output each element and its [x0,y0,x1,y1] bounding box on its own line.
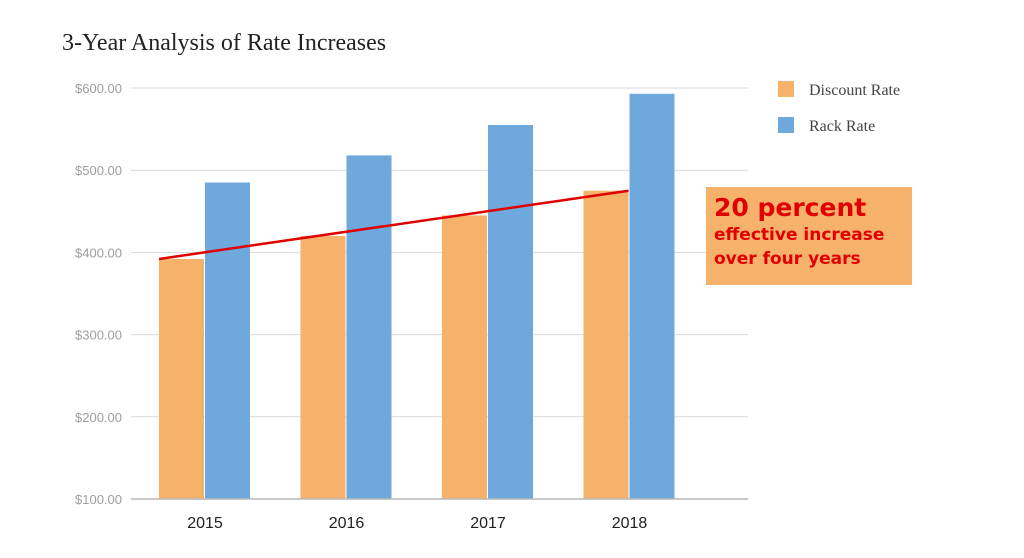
y-tick-label: $400.00 [75,245,122,260]
annotation-body-line-1: effective increase [714,225,885,245]
legend-swatch [778,117,794,133]
annotation-body: effective increase over four years [714,223,912,271]
y-tick-label: $600.00 [75,81,122,96]
x-axis: 2015 2016 2017 2018 [187,515,647,532]
bar-discount-rate [159,258,204,499]
y-tick-label: $500.00 [75,163,122,178]
legend-swatch [778,81,794,97]
annotation-callout: 20 percent effective increase over four … [706,187,912,285]
annotation-body-line-2: over four years [714,249,861,269]
annotation-headline: 20 percent [714,193,867,222]
bar-rack-rate [629,93,675,499]
bar-rack-rate [205,182,250,499]
chart-title: 3-Year Analysis of Rate Increases [62,30,387,56]
bar-rack-rate [488,124,533,500]
trend-line [158,189,629,261]
y-tick-label: $200.00 [75,410,122,425]
x-tick-label: 2018 [612,515,648,532]
bars [159,93,675,500]
legend-label: Discount Rate [809,82,900,99]
bar-discount-rate [442,215,487,499]
x-tick-label: 2016 [329,515,365,532]
bar-discount-rate [583,190,629,499]
x-tick-label: 2017 [470,515,506,532]
x-tick-label: 2015 [187,515,223,532]
bar-discount-rate [300,235,346,499]
legend: Discount Rate Rack Rate [778,81,900,135]
y-tick-label: $300.00 [75,328,122,343]
y-tick-label: $100.00 [75,492,122,507]
bar-rack-rate [346,155,392,500]
y-axis: $100.00 $200.00 $300.00 $400.00 $500.00 $600.… [75,81,122,507]
legend-label: Rack Rate [809,118,875,135]
